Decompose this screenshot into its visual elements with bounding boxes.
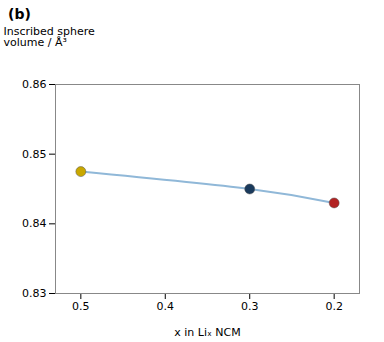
html-text:(b): (b): [8, 6, 31, 22]
svg-text:0.86: 0.86: [22, 78, 47, 91]
svg-text:0.2: 0.2: [325, 300, 343, 313]
svg-text:0.3: 0.3: [241, 300, 259, 313]
svg-text:0.83: 0.83: [22, 287, 47, 300]
svg-text:Inscribed spherevolume / Å³: Inscribed spherevolume / Å³: [4, 25, 96, 49]
svg-text:x in Liₓ NCM: x in Liₓ NCM: [174, 326, 241, 339]
svg-text:0.4: 0.4: [157, 300, 175, 313]
svg-text:0.5: 0.5: [72, 300, 90, 313]
svg-text:0.84: 0.84: [22, 217, 47, 230]
svg-text:0.85: 0.85: [22, 148, 47, 161]
